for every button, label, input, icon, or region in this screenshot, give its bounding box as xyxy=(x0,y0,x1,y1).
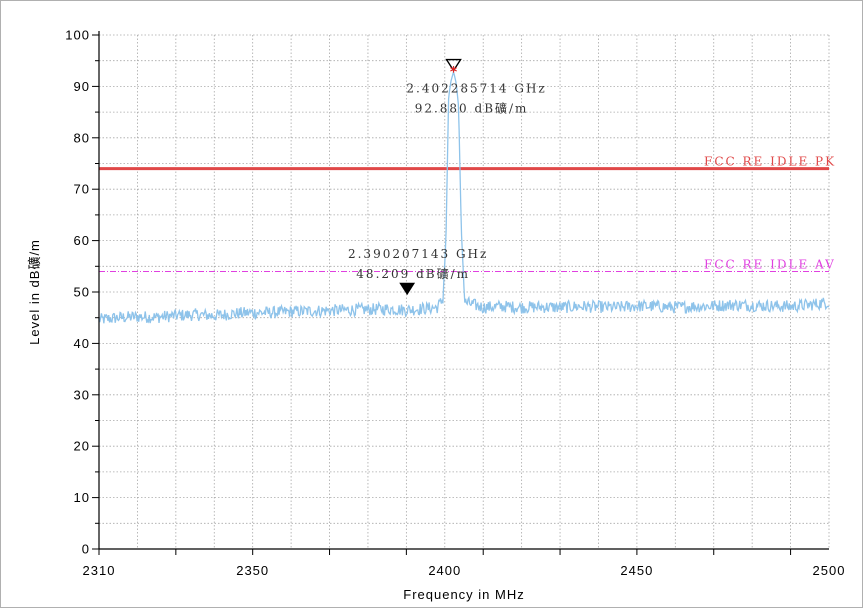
peak-star: * xyxy=(450,65,458,81)
limit-label-pk: FCC RE IDLE PK xyxy=(704,155,836,169)
marker-2-triangle xyxy=(399,282,416,296)
limit-lines: FCC RE IDLE PK FCC RE IDLE AV xyxy=(99,155,836,272)
marker-1-level: 92.880 dB礦/m xyxy=(415,101,529,116)
y-tick-label: 60 xyxy=(74,233,90,248)
limit-label-av: FCC RE IDLE AV xyxy=(704,257,836,271)
trace-line xyxy=(98,69,830,324)
labels: 0 10 20 30 40 50 60 70 80 90 100 2310 2350 2400 2450 25… xyxy=(65,28,846,579)
x-tick-label: 2400 xyxy=(428,563,461,578)
x-tick-label: 2450 xyxy=(620,563,653,578)
y-tick-label: 90 xyxy=(74,79,90,94)
x-tick-label: 2350 xyxy=(236,563,269,578)
y-tick-label: 80 xyxy=(74,130,90,145)
marker-2-freq: 2.390207143 GHz xyxy=(348,247,488,261)
y-tick-label: 0 xyxy=(82,542,90,557)
x-tick-label: 2310 xyxy=(83,563,116,578)
y-tick-label: 40 xyxy=(74,336,90,351)
markers: *2.402285714 GHz 92.880 dB礦/m 2.390207143 … xyxy=(348,58,546,296)
x-axis-title: Frequency in MHz xyxy=(403,587,524,602)
y-axis-title: Level in dB礦/m xyxy=(27,239,42,345)
trace xyxy=(98,69,830,324)
x-tick-label: 2500 xyxy=(813,563,846,578)
y-tick-label: 10 xyxy=(74,490,90,505)
y-tick-label: 100 xyxy=(65,28,90,43)
y-tick-label: 50 xyxy=(74,285,90,300)
y-tick-label: 20 xyxy=(74,439,90,454)
marker-2-level: 48.209 dB礦/m xyxy=(356,266,470,281)
marker-1-triangle xyxy=(445,58,462,72)
y-tick-label: 70 xyxy=(74,182,90,197)
marker-1-freq: 2.402285714 GHz xyxy=(406,82,546,96)
axes xyxy=(92,31,829,555)
y-tick-label: 30 xyxy=(74,387,90,402)
